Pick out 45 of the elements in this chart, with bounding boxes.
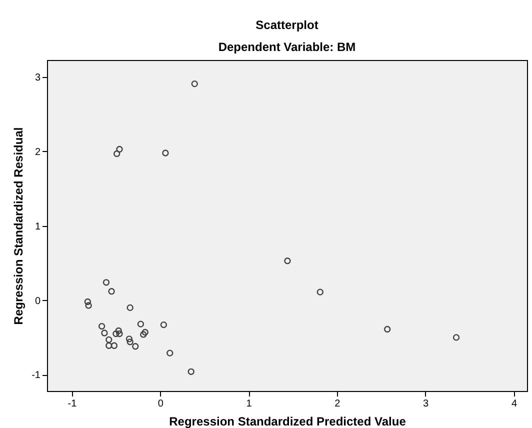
point: [115, 327, 122, 334]
point: [142, 328, 148, 336]
y-tick-label: -1: [32, 370, 41, 382]
point: [166, 350, 174, 356]
point: [162, 150, 169, 156]
point: [284, 258, 291, 264]
point: [132, 343, 139, 350]
point: [110, 342, 118, 349]
x-tick-label: 1: [246, 398, 252, 410]
x-axis-title: Regression Standardized Predicted Value: [169, 414, 406, 428]
point: [384, 326, 391, 333]
point: [137, 320, 144, 328]
x-tick-label: 2: [334, 398, 341, 410]
x-tick-label: 4: [511, 398, 518, 410]
y-axis-title: Regression Standardized Residual: [12, 127, 26, 325]
point: [102, 279, 110, 286]
chart-title: Scatterplot: [256, 18, 318, 32]
point: [113, 150, 120, 158]
y-tick-label: 2: [34, 146, 41, 158]
point: [160, 321, 168, 328]
point: [452, 334, 460, 341]
y-tick-label: 3: [34, 72, 41, 84]
point: [101, 330, 108, 336]
point: [84, 298, 91, 306]
point: [191, 80, 198, 88]
point: [98, 322, 106, 330]
point: [316, 288, 324, 296]
x-tick-label: -1: [68, 398, 78, 410]
point: [112, 330, 120, 338]
x-tick-label: 3: [423, 398, 430, 410]
x-tick-label: 0: [158, 398, 164, 410]
y-tick-label: 0: [34, 296, 41, 307]
point: [188, 368, 194, 375]
point: [85, 302, 92, 309]
point: [108, 288, 115, 295]
point: [106, 342, 112, 349]
point: [106, 336, 112, 344]
point: [126, 304, 134, 312]
point: [126, 338, 134, 346]
chart-subtitle: Dependent Variable: BM: [218, 40, 356, 54]
point: [126, 336, 133, 342]
point: [116, 146, 123, 153]
y-tick-label: 1: [34, 221, 41, 232]
point: [140, 331, 147, 338]
point: [116, 330, 123, 338]
